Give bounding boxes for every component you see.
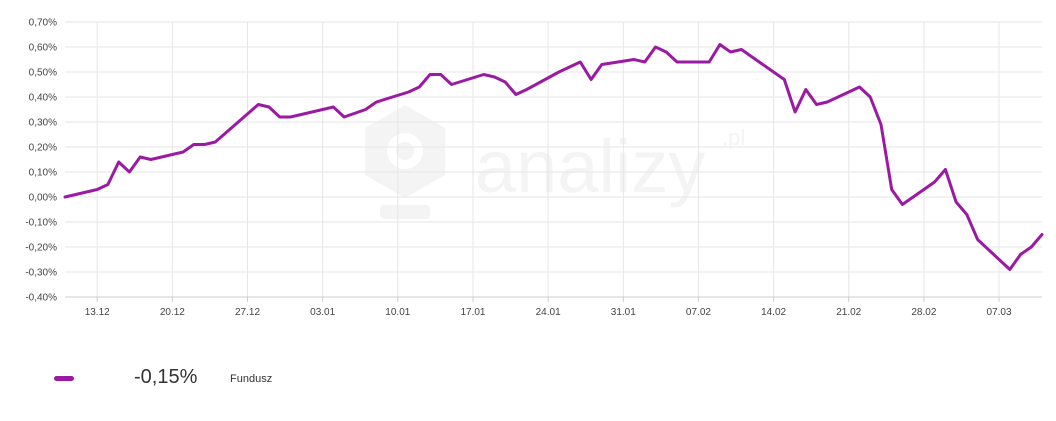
x-tick-label: 03.01	[310, 307, 335, 318]
x-tick-label: 31.01	[611, 307, 636, 318]
y-tick-label: -0,20%	[25, 243, 57, 254]
x-gridlines	[96, 22, 1000, 297]
legend-return-value: -0,15%	[134, 366, 198, 388]
x-tick-label: 10.01	[385, 307, 410, 318]
y-tick-label: 0,00%	[29, 193, 57, 204]
x-tick-label: 24.01	[536, 307, 561, 318]
y-tick-label: 0,50%	[29, 68, 57, 79]
svg-text:.pl: .pl	[722, 125, 745, 150]
y-tick-label: -0,30%	[25, 268, 57, 279]
y-tick-label: -0,40%	[25, 293, 57, 304]
watermark-logo: analizy .pl	[365, 105, 745, 219]
y-axis: 0,70% 0,60% 0,50% 0,40% 0,30% 0,20% 0,10% 0,00%…	[25, 18, 57, 304]
x-tick-label: 07.02	[686, 307, 711, 318]
y-tick-label: 0,20%	[29, 143, 57, 154]
y-tick-label: 0,40%	[29, 93, 57, 104]
svg-text:analizy: analizy	[475, 125, 705, 208]
legend-series-name[interactable]: Fundusz	[230, 373, 273, 385]
x-tick-label: 07.03	[987, 307, 1012, 318]
x-tick-label: 21.02	[836, 307, 861, 318]
y-tick-label: 0,10%	[29, 168, 57, 179]
x-tick-label: 17.01	[460, 307, 485, 318]
x-tick-label: 28.02	[911, 307, 936, 318]
x-tick-label: 27.12	[235, 307, 260, 318]
y-tick-label: 0,30%	[29, 118, 57, 129]
x-tick-label: 13.12	[85, 307, 110, 318]
x-axis: 13.12 20.12 27.12 03.01 10.01 17.01 24.01 31.01…	[65, 296, 1042, 318]
legend-swatch-fund[interactable]	[54, 376, 74, 381]
y-tick-label: -0,10%	[25, 218, 57, 229]
y-tick-label: 0,70%	[29, 18, 57, 29]
y-tick-label: 0,60%	[29, 43, 57, 54]
series-line-fund[interactable]	[63, 43, 1044, 271]
legend: -0,15% Fundusz	[54, 364, 454, 394]
series-layer	[63, 43, 1044, 271]
x-tick-label: 20.12	[160, 307, 185, 318]
x-tick-label: 14.02	[761, 307, 786, 318]
